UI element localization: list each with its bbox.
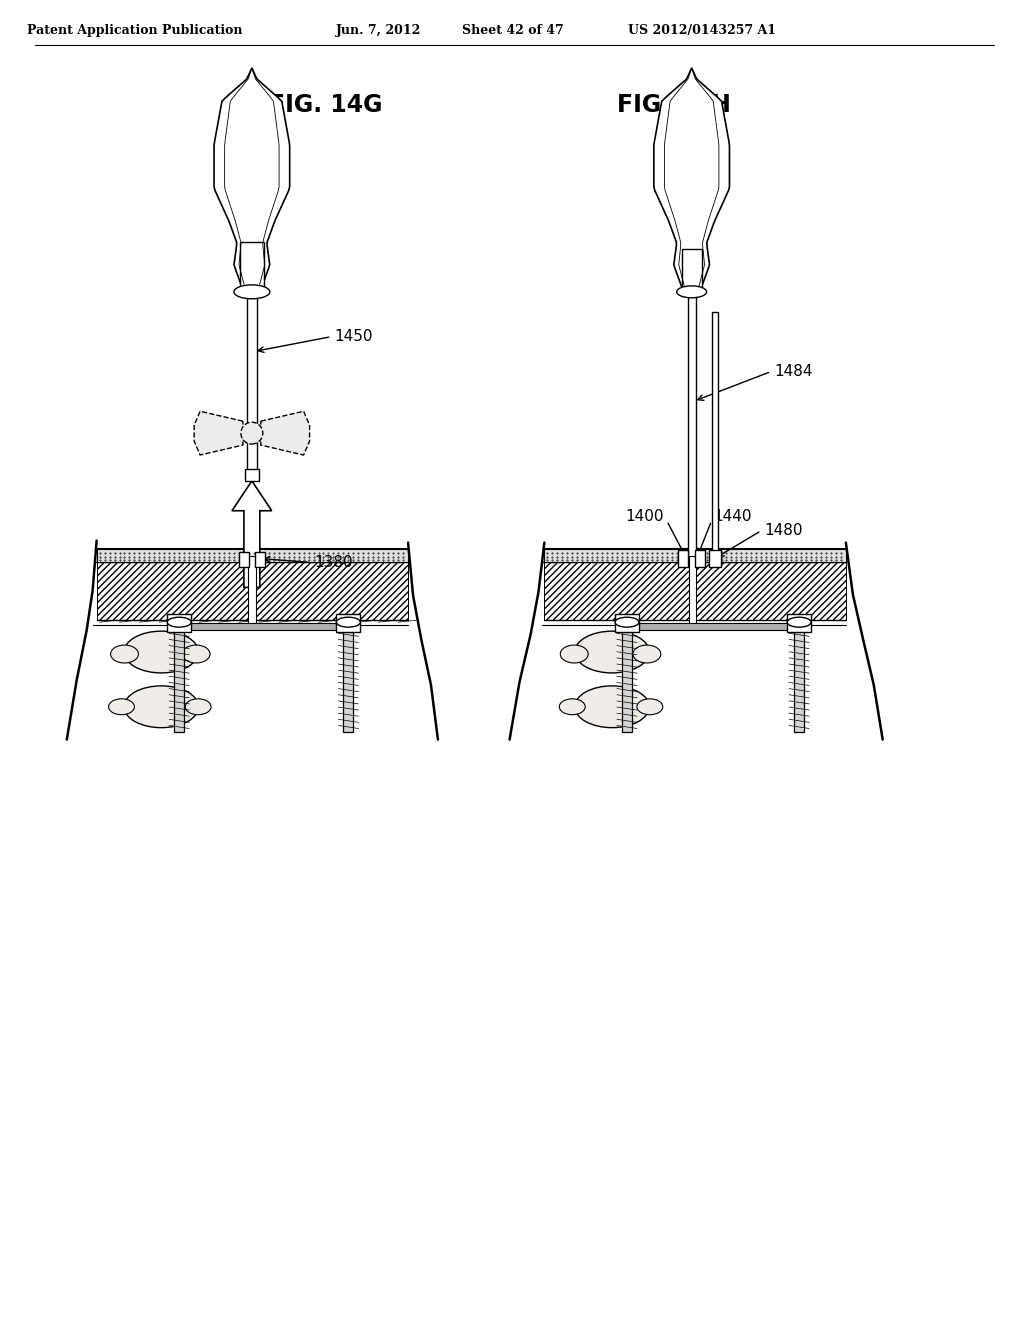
- Polygon shape: [214, 67, 290, 286]
- Text: US 2012/0143257 A1: US 2012/0143257 A1: [628, 24, 775, 37]
- Text: FIG. 14H: FIG. 14H: [616, 92, 731, 116]
- Text: 1480: 1480: [764, 523, 803, 539]
- Polygon shape: [261, 412, 309, 455]
- Bar: [709, 549, 721, 568]
- Text: 1380: 1380: [314, 554, 353, 570]
- Ellipse shape: [559, 698, 585, 714]
- Ellipse shape: [241, 422, 263, 444]
- Text: 1400: 1400: [626, 510, 664, 524]
- Bar: [248, 556, 256, 626]
- Ellipse shape: [111, 645, 138, 663]
- Ellipse shape: [574, 686, 649, 727]
- Ellipse shape: [615, 618, 639, 627]
- Bar: [245, 469, 259, 480]
- Text: 1440: 1440: [714, 510, 752, 524]
- Bar: [239, 552, 249, 568]
- Bar: [688, 286, 695, 561]
- Ellipse shape: [677, 286, 707, 298]
- Bar: [795, 627, 804, 731]
- Ellipse shape: [182, 645, 210, 663]
- Bar: [678, 549, 688, 568]
- Bar: [96, 562, 409, 620]
- Bar: [689, 556, 695, 626]
- Bar: [337, 614, 360, 632]
- Bar: [545, 562, 846, 620]
- Polygon shape: [232, 480, 271, 587]
- Ellipse shape: [787, 618, 811, 627]
- Ellipse shape: [633, 645, 660, 663]
- Ellipse shape: [109, 698, 134, 714]
- Bar: [255, 552, 265, 568]
- Ellipse shape: [124, 631, 199, 673]
- Bar: [343, 627, 353, 731]
- Bar: [174, 627, 184, 731]
- Bar: [694, 549, 705, 568]
- Bar: [545, 549, 846, 562]
- Ellipse shape: [233, 285, 269, 298]
- Ellipse shape: [337, 618, 360, 627]
- Ellipse shape: [167, 618, 191, 627]
- Bar: [622, 627, 632, 731]
- Ellipse shape: [560, 645, 588, 663]
- Text: 1484: 1484: [774, 364, 813, 379]
- Text: FIG. 14G: FIG. 14G: [268, 92, 382, 116]
- Bar: [96, 549, 409, 562]
- Text: 1450: 1450: [335, 329, 373, 345]
- Ellipse shape: [637, 698, 663, 714]
- Ellipse shape: [574, 631, 649, 673]
- Text: Jun. 7, 2012: Jun. 7, 2012: [336, 24, 421, 37]
- Bar: [682, 249, 701, 294]
- Polygon shape: [195, 412, 243, 455]
- Bar: [179, 623, 348, 630]
- Bar: [167, 614, 191, 632]
- Text: Patent Application Publication: Patent Application Publication: [27, 24, 243, 37]
- Ellipse shape: [185, 698, 211, 714]
- Bar: [627, 623, 799, 630]
- Bar: [240, 242, 264, 294]
- Polygon shape: [654, 67, 729, 286]
- Bar: [247, 289, 257, 477]
- Ellipse shape: [124, 686, 199, 727]
- Text: Sheet 42 of 47: Sheet 42 of 47: [462, 24, 563, 37]
- Bar: [712, 312, 718, 561]
- Bar: [615, 614, 639, 632]
- Bar: [787, 614, 811, 632]
